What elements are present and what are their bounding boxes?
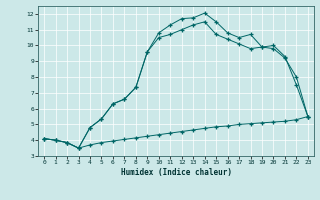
X-axis label: Humidex (Indice chaleur): Humidex (Indice chaleur) (121, 168, 231, 177)
